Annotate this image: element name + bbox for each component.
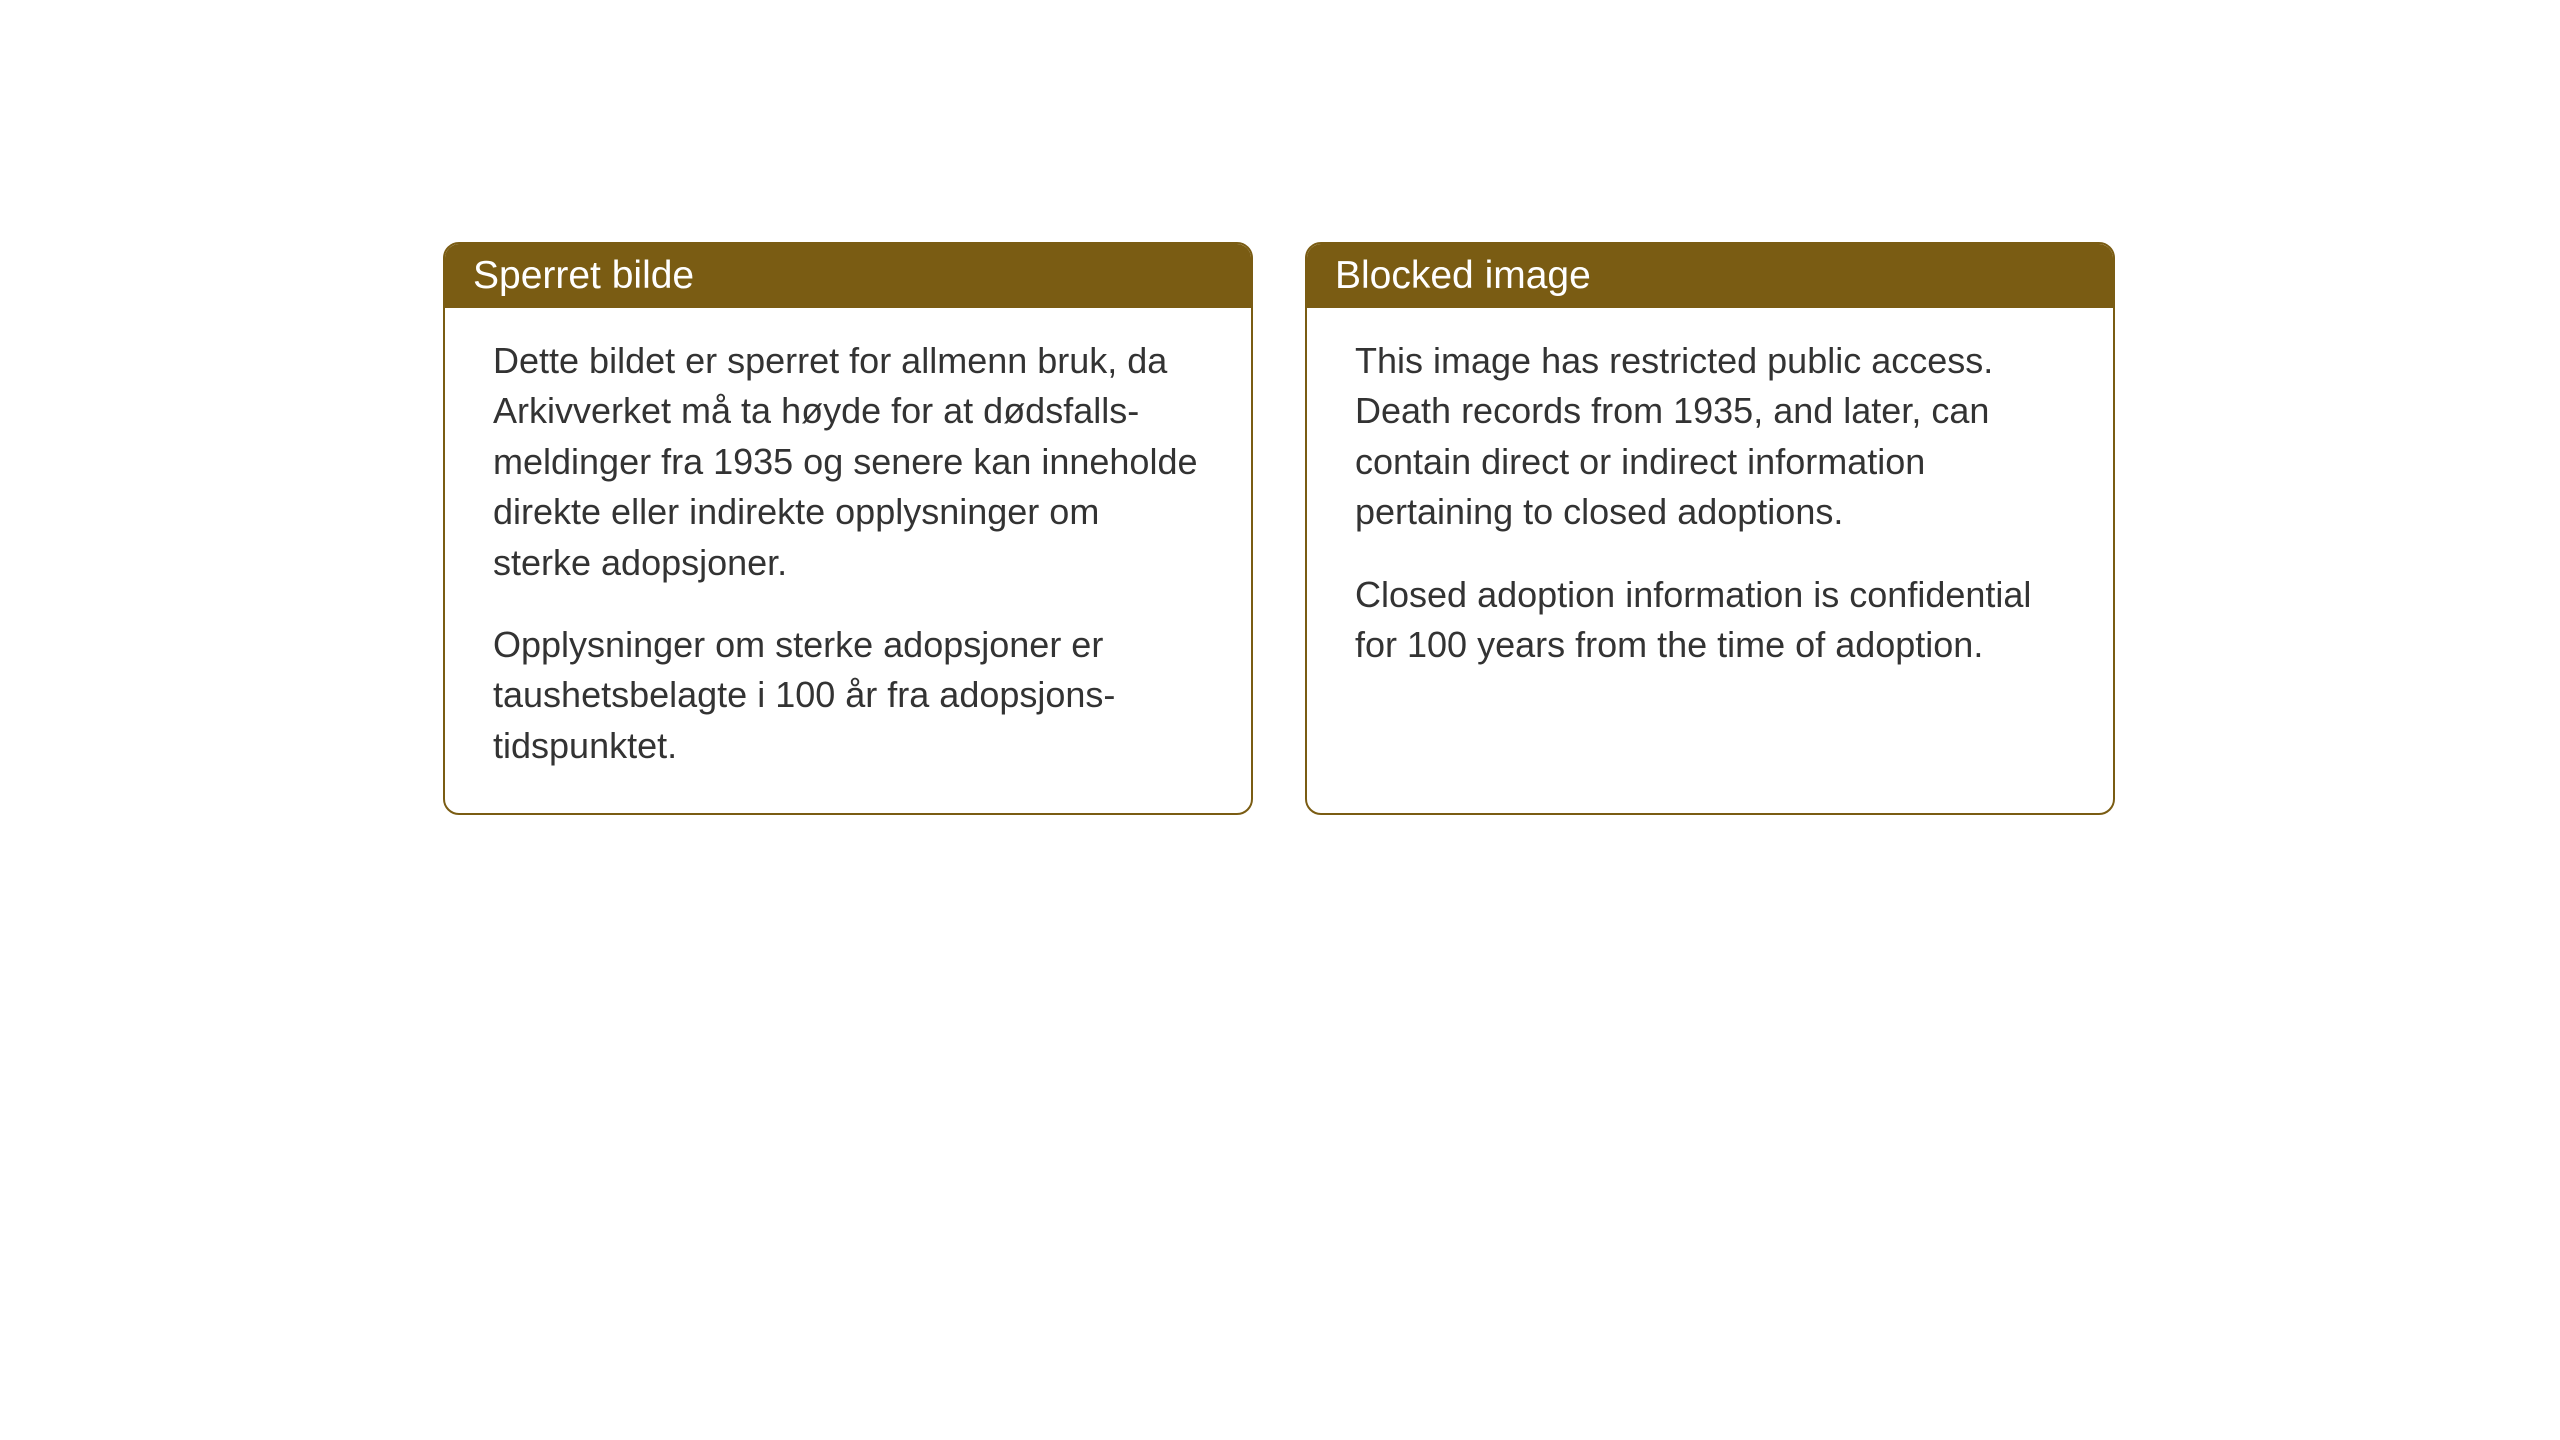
card-paragraph-1: This image has restricted public access.… bbox=[1355, 336, 2065, 538]
card-body-norwegian: Dette bildet er sperret for allmenn bruk… bbox=[445, 308, 1251, 813]
card-body-english: This image has restricted public access.… bbox=[1307, 308, 2113, 712]
notice-cards-container: Sperret bilde Dette bildet er sperret fo… bbox=[443, 242, 2115, 815]
card-paragraph-1: Dette bildet er sperret for allmenn bruk… bbox=[493, 336, 1203, 588]
card-header-norwegian: Sperret bilde bbox=[445, 244, 1251, 308]
card-title: Sperret bilde bbox=[473, 254, 694, 297]
card-title: Blocked image bbox=[1335, 254, 1591, 297]
notice-card-english: Blocked image This image has restricted … bbox=[1305, 242, 2115, 815]
card-paragraph-2: Closed adoption information is confident… bbox=[1355, 570, 2065, 671]
card-header-english: Blocked image bbox=[1307, 244, 2113, 308]
card-paragraph-2: Opplysninger om sterke adopsjoner er tau… bbox=[493, 620, 1203, 771]
notice-card-norwegian: Sperret bilde Dette bildet er sperret fo… bbox=[443, 242, 1253, 815]
